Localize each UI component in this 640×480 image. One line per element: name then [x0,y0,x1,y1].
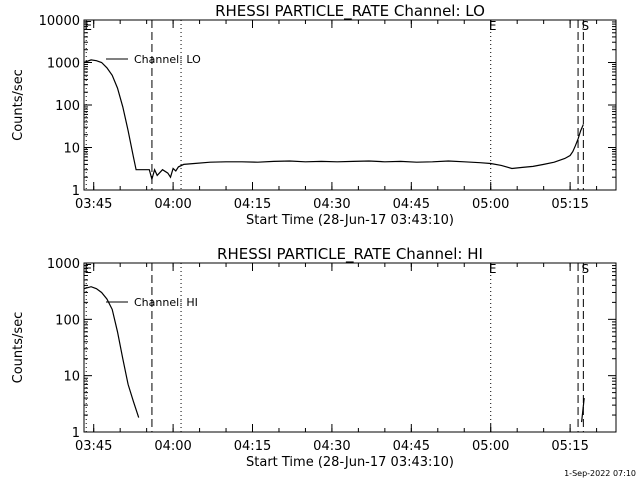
x-tick-label: 04:45 [393,439,430,454]
event-marker-label: E [84,262,92,276]
y-tick-label: 10 [63,142,80,157]
event-marker-label: E [489,19,497,33]
x-tick-label: 04:15 [234,439,271,454]
x-tick-label: 04:15 [234,197,271,212]
x-tick-label: 04:00 [154,197,191,212]
x-axis-label: Start Time (28-Jun-17 03:43:10) [246,455,454,470]
x-tick-label: 03:45 [75,197,112,212]
footer-timestamp: 1-Sep-2022 07:10 [564,469,636,478]
hi-channel-panel: RHESSI PARTICLE_RATE Channel: HI Start Ti… [11,245,617,470]
x-tick-label: 03:45 [75,439,112,454]
x-tick-label: 05:00 [472,197,509,212]
legend-entry: Channel: HI [134,296,198,309]
x-tick-label: 04:45 [393,197,430,212]
x-tick-label: 05:15 [551,439,588,454]
series-line [83,59,584,182]
x-tick-label: 04:30 [313,197,350,212]
legend-entry: Channel: LO [134,53,201,66]
event-marker-label: S [582,262,590,276]
y-tick-label: 100 [55,313,80,328]
y-tick-label: 1 [72,426,80,441]
x-tick-label: 04:30 [313,439,350,454]
y-axis-label: Counts/sec [11,69,26,141]
y-axis-label: Counts/sec [11,312,26,384]
chart-title: RHESSI PARTICLE_RATE Channel: HI [217,245,483,264]
lo-channel-panel: RHESSI PARTICLE_RATE Channel: LO Start Ti… [11,2,617,228]
plot-frame [83,262,617,433]
chart-title: RHESSI PARTICLE_RATE Channel: LO [215,2,485,21]
y-tick-label: 100 [55,99,80,114]
x-tick-label: 05:00 [472,439,509,454]
y-tick-label: 10000 [39,14,80,29]
event-marker-label: E [489,262,497,276]
y-tick-label: 1 [72,184,80,199]
plot-frame [83,19,617,191]
series-line [83,286,140,418]
event-marker-label: E [84,19,92,33]
series-line [581,398,585,423]
y-tick-label: 1000 [47,257,80,272]
y-tick-label: 10 [63,370,80,385]
y-tick-label: 1000 [47,57,80,72]
x-tick-label: 04:00 [154,439,191,454]
x-axis-label: Start Time (28-Jun-17 03:43:10) [246,213,454,228]
event-marker-label: S [582,19,590,33]
x-tick-label: 05:15 [551,197,588,212]
